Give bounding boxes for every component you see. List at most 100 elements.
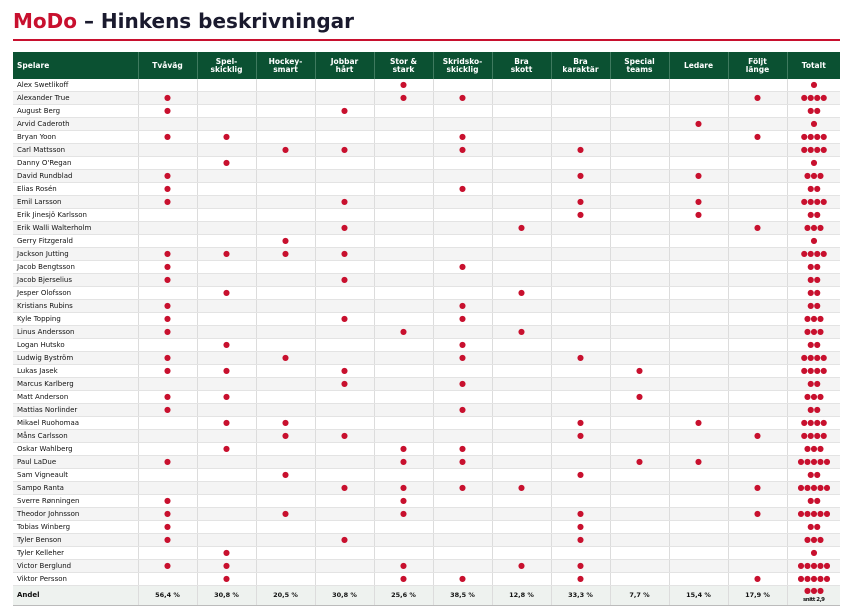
trait-cell bbox=[433, 364, 493, 378]
total-cell: ●●●● bbox=[786, 130, 840, 144]
average-dots-icon: ●●● bbox=[804, 586, 824, 596]
trait-cell bbox=[256, 156, 316, 170]
trait-dot-icon: ● bbox=[636, 366, 643, 375]
table-row: Alexander True ● ● ● ● ●●●● bbox=[13, 91, 840, 105]
total-cell: ● bbox=[786, 234, 840, 248]
trait-cell bbox=[492, 572, 552, 586]
trait-cell bbox=[728, 169, 788, 183]
trait-cell bbox=[610, 273, 670, 287]
total-dots-icon: ●●●● bbox=[800, 366, 827, 375]
trait-dot-icon: ● bbox=[282, 353, 289, 362]
total-cell: ●● bbox=[786, 273, 840, 287]
trait-dot-icon: ● bbox=[754, 574, 761, 583]
trait-cell bbox=[256, 104, 316, 118]
trait-cell: ● bbox=[374, 481, 434, 495]
trait-dot-icon: ● bbox=[223, 444, 230, 453]
trait-cell: ● bbox=[433, 143, 493, 157]
title-brand: MoDo bbox=[13, 9, 77, 33]
player-name: Sverre Rønningen bbox=[13, 494, 139, 508]
trait-cell bbox=[551, 182, 611, 196]
trait-cell bbox=[256, 325, 316, 339]
trait-cell bbox=[197, 403, 257, 417]
trait-cell bbox=[433, 416, 493, 430]
trait-cell bbox=[610, 546, 670, 560]
trait-cell: ● bbox=[492, 559, 552, 573]
table-row: Erik Walli Walterholm ● ● ● ●●● bbox=[13, 221, 840, 235]
trait-cell bbox=[197, 455, 257, 469]
trait-cell bbox=[315, 468, 375, 482]
trait-cell: ● bbox=[551, 468, 611, 482]
trait-cell bbox=[315, 208, 375, 222]
trait-cell bbox=[551, 377, 611, 391]
trait-cell bbox=[669, 130, 729, 144]
trait-dot-icon: ● bbox=[400, 509, 407, 518]
trait-cell bbox=[551, 390, 611, 404]
trait-cell bbox=[138, 286, 198, 300]
trait-cell bbox=[197, 273, 257, 287]
trait-dot-icon: ● bbox=[282, 145, 289, 154]
table-row: Sam Vigneault ● ● ●● bbox=[13, 468, 840, 482]
total-cell: ●●● bbox=[786, 533, 840, 547]
trait-cell bbox=[138, 429, 198, 443]
trait-cell: ● bbox=[551, 559, 611, 573]
trait-cell bbox=[669, 533, 729, 547]
trait-cell bbox=[433, 559, 493, 573]
player-name: Tyler Kelleher bbox=[13, 546, 139, 560]
total-cell: ●●● bbox=[786, 312, 840, 326]
trait-dot-icon: ● bbox=[400, 93, 407, 102]
player-name: Mattias Norlinder bbox=[13, 403, 139, 417]
total-dots-icon: ●●●● bbox=[800, 249, 827, 258]
trait-cell bbox=[256, 91, 316, 105]
total-dots-icon: ●● bbox=[807, 262, 821, 271]
trait-cell bbox=[374, 533, 434, 547]
trait-cell: ● bbox=[138, 455, 198, 469]
trait-cell bbox=[374, 208, 434, 222]
trait-cell bbox=[551, 403, 611, 417]
trait-cell bbox=[610, 208, 670, 222]
trait-cell bbox=[374, 429, 434, 443]
trait-dot-icon: ● bbox=[518, 223, 525, 232]
column-header: Bra skott bbox=[492, 52, 552, 79]
total-dots-icon: ●● bbox=[807, 405, 821, 414]
trait-dot-icon: ● bbox=[341, 483, 348, 492]
trait-cell bbox=[433, 247, 493, 261]
trait-dot-icon: ● bbox=[754, 483, 761, 492]
trait-cell: ● bbox=[138, 533, 198, 547]
total-dots-icon: ●●●● bbox=[800, 93, 827, 102]
title-divider bbox=[13, 39, 840, 41]
trait-cell bbox=[610, 260, 670, 274]
trait-cell bbox=[492, 156, 552, 170]
trait-cell bbox=[669, 143, 729, 157]
trait-dot-icon: ● bbox=[164, 93, 171, 102]
trait-cell bbox=[728, 351, 788, 365]
trait-cell bbox=[492, 182, 552, 196]
player-name: Logan Hutsko bbox=[13, 338, 139, 352]
trait-cell bbox=[610, 79, 670, 92]
total-cell: ● bbox=[786, 117, 840, 131]
trait-cell bbox=[197, 143, 257, 157]
trait-cell: ● bbox=[433, 481, 493, 495]
share-value: 56,4 % bbox=[138, 585, 198, 606]
trait-cell bbox=[492, 312, 552, 326]
trait-cell bbox=[256, 338, 316, 352]
trait-cell bbox=[197, 312, 257, 326]
trait-cell bbox=[728, 364, 788, 378]
trait-cell bbox=[197, 260, 257, 274]
header-row: Spelare Tvåväg Spel-skicklig Hockey-smart Jo… bbox=[13, 52, 840, 79]
trait-cell bbox=[492, 247, 552, 261]
trait-dot-icon: ● bbox=[695, 418, 702, 427]
trait-cell bbox=[374, 468, 434, 482]
trait-cell bbox=[728, 143, 788, 157]
table-row: David Rundblad ● ● ● ●●● bbox=[13, 169, 840, 183]
trait-dot-icon: ● bbox=[223, 340, 230, 349]
trait-cell: ● bbox=[669, 117, 729, 131]
total-cell: ●●●● bbox=[786, 429, 840, 443]
trait-cell bbox=[551, 221, 611, 235]
trait-cell bbox=[551, 338, 611, 352]
trait-cell bbox=[551, 117, 611, 131]
trait-dot-icon: ● bbox=[164, 275, 171, 284]
trait-cell bbox=[374, 390, 434, 404]
trait-cell: ● bbox=[728, 91, 788, 105]
trait-cell bbox=[492, 169, 552, 183]
trait-cell bbox=[492, 195, 552, 209]
